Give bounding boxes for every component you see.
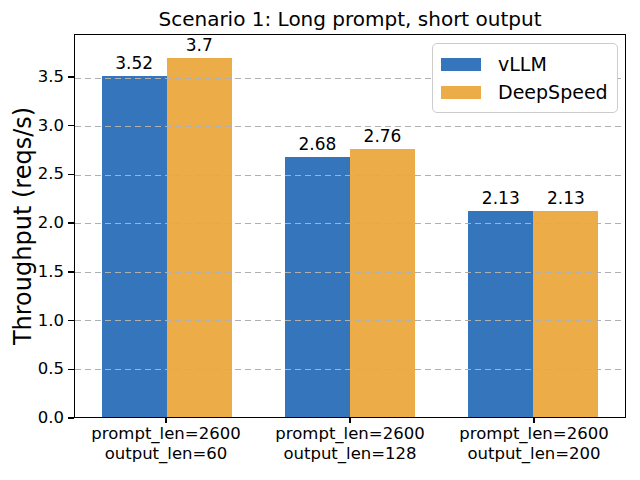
deepspeed-color-swatch-icon bbox=[441, 86, 481, 99]
vllm-color-swatch-icon bbox=[441, 58, 481, 71]
bar-chart-figure: Scenario 1: Long prompt, short output Th… bbox=[0, 0, 640, 480]
y-tick-label: 3.5 bbox=[0, 66, 64, 88]
y-tick-label: 0.0 bbox=[0, 407, 64, 429]
x-tick-label-line1: prompt_len=2600 bbox=[91, 424, 240, 444]
legend-label-vllm: vLLM bbox=[498, 52, 547, 76]
x-tick-label: prompt_len=2600output_len=128 bbox=[275, 424, 424, 464]
grid-line bbox=[75, 175, 625, 176]
y-tick-label: 3.0 bbox=[0, 115, 64, 137]
legend-label-deepspeed: DeepSpeed bbox=[498, 80, 608, 104]
x-tick-label-line2: output_len=200 bbox=[459, 444, 608, 464]
y-tick-mark bbox=[68, 174, 74, 176]
y-tick-mark bbox=[68, 76, 74, 78]
x-tick-label: prompt_len=2600output_len=60 bbox=[91, 424, 240, 464]
y-tick-mark bbox=[68, 320, 74, 322]
grid-line bbox=[75, 320, 625, 321]
x-tick-mark bbox=[165, 418, 167, 423]
x-tick-mark bbox=[349, 418, 351, 423]
legend-item-deepspeed: DeepSpeed bbox=[441, 79, 607, 105]
x-tick-mark bbox=[533, 418, 535, 423]
legend: vLLM DeepSpeed bbox=[432, 43, 618, 113]
y-tick-label: 1.5 bbox=[0, 261, 64, 283]
bar-value-label: 2.13 bbox=[482, 189, 520, 208]
bar-value-label: 3.7 bbox=[186, 36, 213, 55]
y-tick-label: 0.5 bbox=[0, 358, 64, 380]
y-tick-mark bbox=[68, 222, 74, 224]
y-tick-label: 2.0 bbox=[0, 212, 64, 234]
y-tick-mark bbox=[68, 369, 74, 371]
bar-value-label: 2.76 bbox=[364, 127, 402, 146]
y-tick-mark bbox=[68, 271, 74, 273]
grid-line bbox=[75, 223, 625, 224]
x-tick-label-line2: output_len=128 bbox=[275, 444, 424, 464]
bar-deepspeed-group3 bbox=[533, 211, 598, 418]
bar-deepspeed-group2 bbox=[350, 149, 415, 417]
grid-line bbox=[75, 126, 625, 127]
bar-value-label: 2.13 bbox=[547, 189, 585, 208]
x-tick-label-line2: output_len=60 bbox=[91, 444, 240, 464]
bar-vllm-group3 bbox=[468, 211, 533, 418]
x-tick-label-line1: prompt_len=2600 bbox=[459, 424, 608, 444]
chart-title: Scenario 1: Long prompt, short output bbox=[74, 7, 626, 31]
x-tick-label: prompt_len=2600output_len=200 bbox=[459, 424, 608, 464]
bar-value-label: 3.52 bbox=[115, 54, 153, 73]
grid-line bbox=[75, 272, 625, 273]
y-tick-label: 1.0 bbox=[0, 310, 64, 332]
bar-value-label: 2.68 bbox=[299, 135, 337, 154]
y-tick-mark bbox=[68, 417, 74, 419]
legend-item-vllm: vLLM bbox=[441, 51, 607, 77]
y-tick-label: 2.5 bbox=[0, 163, 64, 185]
bar-vllm-group2 bbox=[285, 157, 350, 417]
bar-deepspeed-group1 bbox=[167, 58, 232, 417]
x-tick-label-line1: prompt_len=2600 bbox=[275, 424, 424, 444]
grid-line bbox=[75, 369, 625, 370]
y-tick-mark bbox=[68, 125, 74, 127]
